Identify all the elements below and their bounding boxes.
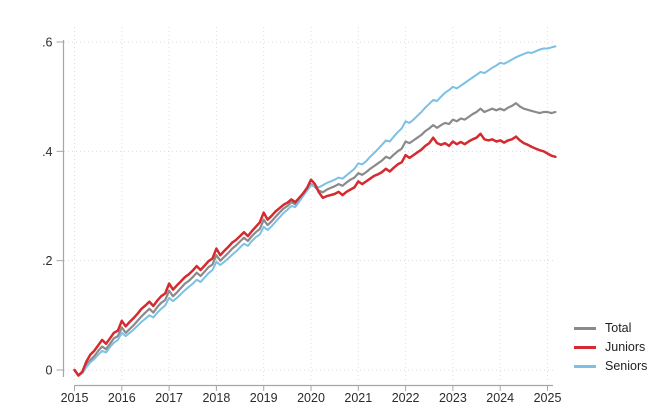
x-tick-label: 2024 xyxy=(486,391,514,405)
legend-item-seniors: Seniors xyxy=(574,360,647,373)
juniors-line-swatch xyxy=(574,346,596,349)
x-tick-label: 2023 xyxy=(439,391,467,405)
x-tick-label: 2018 xyxy=(202,391,230,405)
legend-item-total: Total xyxy=(574,322,647,335)
x-tick-label: 2019 xyxy=(250,391,278,405)
total-line-swatch xyxy=(574,327,596,330)
legend-item-juniors: Juniors xyxy=(574,341,647,354)
x-tick-label: 2017 xyxy=(155,391,183,405)
x-tick-label: 2020 xyxy=(297,391,325,405)
legend-label-seniors: Seniors xyxy=(605,359,648,373)
series-line-juniors xyxy=(73,132,557,377)
legend-label-juniors: Juniors xyxy=(605,340,646,354)
series-line-total xyxy=(73,102,557,377)
chart-legend: Total Juniors Seniors xyxy=(574,322,647,373)
series-line-seniors xyxy=(73,45,557,377)
y-tick-label: .4 xyxy=(42,145,52,159)
x-tick-label: 2016 xyxy=(108,391,136,405)
x-tick-label: 2015 xyxy=(61,391,89,405)
x-tick-label: 2022 xyxy=(392,391,420,405)
y-tick-label: .2 xyxy=(42,254,52,268)
legend-label-total: Total xyxy=(605,321,632,335)
x-tick-label: 2021 xyxy=(344,391,372,405)
y-tick-label: .6 xyxy=(42,35,52,49)
seniors-line-swatch xyxy=(574,365,596,368)
x-tick-label: 2025 xyxy=(534,391,562,405)
y-tick-label: 0 xyxy=(46,364,53,378)
